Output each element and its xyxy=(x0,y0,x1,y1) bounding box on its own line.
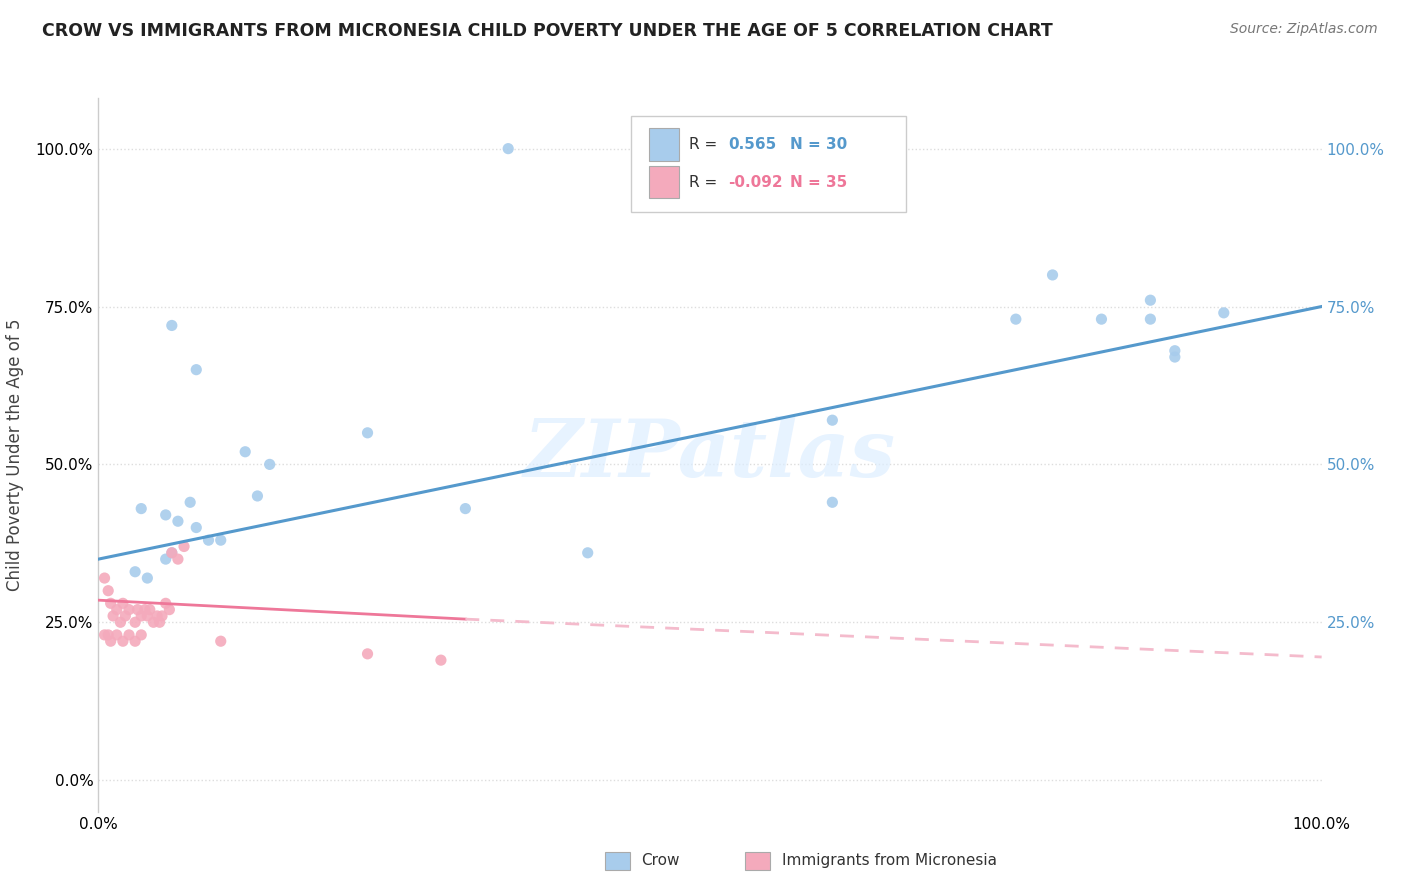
Point xyxy=(136,571,159,585)
Point xyxy=(114,609,136,624)
Text: CROW VS IMMIGRANTS FROM MICRONESIA CHILD POVERTY UNDER THE AGE OF 5 CORRELATION : CROW VS IMMIGRANTS FROM MICRONESIA CHILD… xyxy=(42,22,1053,40)
Point xyxy=(209,634,232,648)
Point xyxy=(160,546,183,560)
Point xyxy=(430,653,453,667)
Text: -0.092: -0.092 xyxy=(728,175,783,190)
Point xyxy=(157,602,180,616)
Point xyxy=(1164,350,1187,364)
Point xyxy=(101,609,124,624)
Point xyxy=(93,571,115,585)
Point xyxy=(821,413,844,427)
Point xyxy=(127,602,149,616)
Point xyxy=(150,609,173,624)
Point xyxy=(167,514,190,528)
Text: ZIPatlas: ZIPatlas xyxy=(524,417,896,493)
Point xyxy=(129,628,152,642)
Point xyxy=(160,546,183,560)
Point xyxy=(136,609,159,624)
Text: N = 35: N = 35 xyxy=(790,175,846,190)
Point xyxy=(167,552,190,566)
Point xyxy=(146,609,169,624)
Text: Source: ZipAtlas.com: Source: ZipAtlas.com xyxy=(1230,22,1378,37)
Y-axis label: Child Poverty Under the Age of 5: Child Poverty Under the Age of 5 xyxy=(7,318,24,591)
Point xyxy=(97,628,120,642)
Point xyxy=(129,501,152,516)
Point xyxy=(100,596,122,610)
Point xyxy=(155,596,177,610)
Point xyxy=(186,362,208,376)
Point xyxy=(111,634,134,648)
Point xyxy=(1212,306,1234,320)
Text: R =: R = xyxy=(689,175,723,190)
Point xyxy=(496,142,519,156)
Point xyxy=(1004,312,1026,326)
Text: 0.565: 0.565 xyxy=(728,137,776,152)
Text: N = 30: N = 30 xyxy=(790,137,846,152)
Point xyxy=(149,615,172,630)
Point xyxy=(1042,268,1064,282)
Point xyxy=(1139,293,1161,308)
Point xyxy=(1139,312,1161,326)
Point xyxy=(124,615,146,630)
Point xyxy=(118,602,141,616)
Point xyxy=(821,495,844,509)
Point xyxy=(105,628,128,642)
FancyBboxPatch shape xyxy=(630,116,905,212)
Point xyxy=(233,444,256,458)
Text: Crow: Crow xyxy=(641,854,679,868)
Text: R =: R = xyxy=(689,137,723,152)
Point xyxy=(197,533,219,548)
Point xyxy=(110,615,132,630)
Point xyxy=(155,552,177,566)
Point xyxy=(100,634,122,648)
Point xyxy=(356,425,378,440)
Point xyxy=(111,596,134,610)
Point xyxy=(139,602,162,616)
Point xyxy=(105,602,128,616)
Point xyxy=(173,540,195,554)
Text: Immigrants from Micronesia: Immigrants from Micronesia xyxy=(782,854,997,868)
Point xyxy=(124,565,146,579)
FancyBboxPatch shape xyxy=(650,166,679,198)
Point xyxy=(1164,343,1187,358)
Point xyxy=(124,634,146,648)
Point xyxy=(134,602,156,616)
Point xyxy=(160,318,183,333)
Point xyxy=(209,533,232,548)
Point xyxy=(246,489,269,503)
Point xyxy=(576,546,599,560)
Point xyxy=(179,495,201,509)
Point xyxy=(142,615,165,630)
Point xyxy=(1090,312,1112,326)
Point xyxy=(356,647,378,661)
Point xyxy=(118,628,141,642)
Point xyxy=(186,520,208,534)
FancyBboxPatch shape xyxy=(650,128,679,161)
Point xyxy=(454,501,477,516)
Point xyxy=(97,583,120,598)
Point xyxy=(93,628,115,642)
Point xyxy=(129,609,152,624)
Point xyxy=(259,458,281,472)
Point xyxy=(155,508,177,522)
